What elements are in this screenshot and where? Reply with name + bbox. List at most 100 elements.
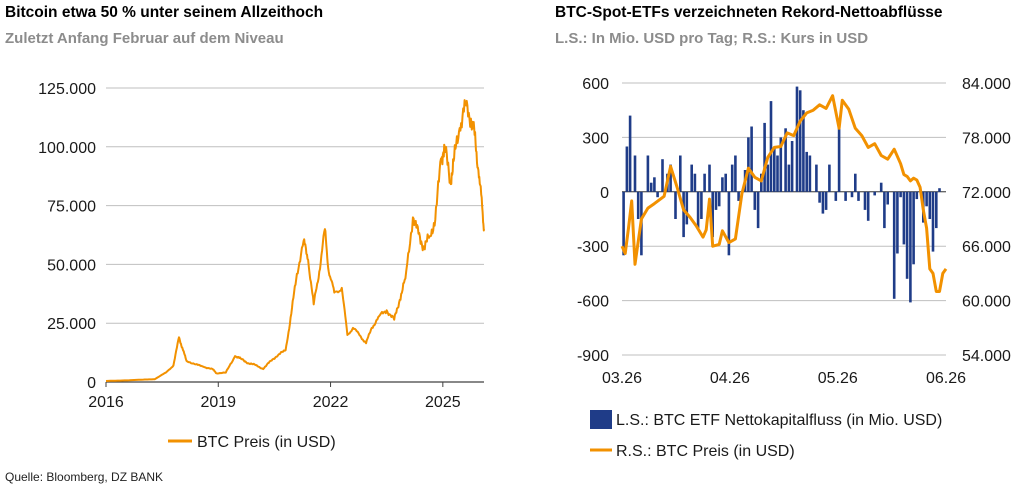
etf-flow-bar [636,191,640,219]
etf-flow-bar [703,173,706,192]
etf-flow-bar [700,191,703,219]
etf-flow-bar [693,173,697,192]
etf-flow-bar [892,191,896,299]
x-tick-label: 03.26 [602,370,642,387]
y-tick-label: 125.000 [38,81,96,98]
right-y-tick-label: 84.000 [962,76,1011,93]
etf-flow-bar [690,164,693,192]
right-y-tick-label: 60.000 [962,294,1011,311]
x-tick-label: 06.26 [926,370,966,387]
btc-price-line [105,99,485,382]
etf-flow-bar [649,182,653,192]
etf-flow-bar [766,164,770,192]
x-tick-label: 2019 [200,394,236,411]
etf-flow-bar [850,191,854,198]
etf-flow-bar [708,164,711,192]
etf-flow-bar [928,191,932,219]
etf-flow-bar [834,191,838,201]
etf-flow-bar [682,191,685,238]
etf-flow-bar [734,155,737,192]
etf-flow-bar [866,191,870,221]
y-tick-label: 25.000 [47,316,96,333]
etf-flow-bar [730,164,734,192]
etf-flow-bar [717,191,721,207]
legend-flow-label: L.S.: BTC ETF Nettokapitalfluss (in Mio.… [616,412,942,429]
x-tick-label: 04.26 [710,370,750,387]
y-tick-label: 75.000 [47,199,96,216]
etf-flow-bar [737,191,740,201]
right-y-tick-label: 54.000 [962,348,1011,365]
legend-flow-swatch [590,410,612,429]
etf-flow-bar [769,101,773,192]
left-y-tick-label: -600 [577,294,609,311]
etf-flow-bar [653,177,656,192]
right-chart-subtitle: L.S.: In Mio. USD pro Tag; R.S.: Kurs in… [555,30,869,47]
etf-flow-bar [633,155,637,192]
etf-flow-bar [824,191,828,210]
etf-flow-bar [935,191,938,229]
etf-flow-bar [721,177,724,192]
etf-flow-bar [828,164,831,192]
etf-flow-bar [854,173,857,192]
etf-flow-bar [815,164,818,192]
etf-flow-bar [909,191,912,303]
left-y-tick-label: 300 [582,130,609,147]
etf-flow-bar [628,115,632,192]
etf-flow-bar [905,191,909,279]
etf-flow-bar [886,191,889,205]
etf-flow-bar [798,90,802,192]
left-y-tick-label: 600 [582,76,609,93]
etf-flow-bar [821,191,825,214]
etf-flow-bar [896,191,899,254]
etf-flow-bar [938,188,941,192]
legend-price-label: R.S.: BTC Preis (in USD) [616,443,795,460]
x-tick-label: 2025 [425,394,461,411]
x-tick-label: 05.26 [818,370,858,387]
etf-flow-bar [646,155,650,192]
x-tick-label: 2016 [88,394,124,411]
etf-flow-bar [714,191,718,210]
etf-flow-bar [685,191,689,225]
x-tick-label: 2022 [313,394,349,411]
etf-flow-bar [844,191,847,201]
etf-flow-bar [679,155,682,192]
etf-flow-bar [837,119,841,192]
etf-flow-bar [915,191,919,200]
y-tick-label: 50.000 [47,257,96,274]
source-note: Quelle: Bloomberg, DZ BANK [5,470,164,484]
left-y-tick-label: 0 [600,185,609,202]
etf-flow-bar [711,191,714,238]
right-y-tick-label: 72.000 [962,185,1011,202]
etf-flow-bar [622,191,625,256]
left-y-tick-label: -900 [577,348,609,365]
left-y-tick-label: -300 [577,239,609,256]
etf-flow-bar [912,191,915,265]
etf-flow-bar [669,164,672,192]
btc-price-line [620,94,948,293]
right-chart-title: BTC-Spot-ETFs verzeichneten Rekord-Netto… [555,4,943,21]
etf-flow-bar [857,191,860,201]
etf-flow-bar [902,191,906,245]
etf-flow-bar [727,191,731,256]
etf-flow-bar [625,146,629,192]
etf-flow-bar [661,159,664,192]
etf-flow-bar [773,146,776,192]
etf-flow-bar [779,137,783,192]
etf-flow-bar [787,164,791,192]
etf-flow-bar [674,191,677,219]
etf-flow-bar [696,191,700,229]
left-chart-subtitle: Zuletzt Anfang Februar auf dem Niveau [5,30,284,47]
etf-flow-bar [747,137,750,192]
etf-flow-bar [795,86,799,192]
etf-flow-bar [802,110,805,192]
etf-flow-bar [931,191,935,252]
right-y-tick-label: 66.000 [962,239,1011,256]
etf-flow-bar [873,191,876,196]
etf-flow-bar [724,173,727,192]
y-tick-label: 100.000 [38,140,96,157]
etf-flow-bar [805,151,808,192]
etf-flow-bar [750,126,753,192]
right-y-tick-label: 78.000 [962,130,1011,147]
